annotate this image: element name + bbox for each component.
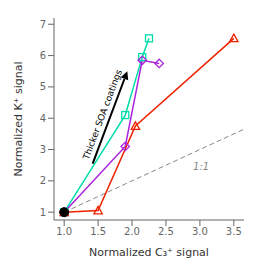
svg-text:2.0: 2.0: [124, 226, 140, 237]
svg-text:Normalized C₃⁺ signal: Normalized C₃⁺ signal: [89, 246, 209, 259]
svg-text:4: 4: [40, 113, 46, 124]
svg-text:3.0: 3.0: [192, 226, 208, 237]
svg-text:Normalized K⁺ signal: Normalized K⁺ signal: [12, 62, 25, 177]
svg-text:3: 3: [40, 144, 46, 155]
svg-text:1:1: 1:1: [193, 161, 209, 172]
svg-text:5: 5: [40, 81, 46, 92]
svg-text:Thicker SOA coatings: Thicker SOA coatings: [81, 68, 124, 162]
svg-text:1.0: 1.0: [56, 226, 72, 237]
svg-text:7: 7: [40, 19, 46, 30]
svg-text:3.5: 3.5: [226, 226, 242, 237]
svg-text:1: 1: [40, 207, 46, 218]
svg-text:1.5: 1.5: [90, 226, 106, 237]
svg-text:2: 2: [40, 175, 46, 186]
svg-text:2.5: 2.5: [158, 226, 174, 237]
svg-text:6: 6: [40, 50, 46, 61]
